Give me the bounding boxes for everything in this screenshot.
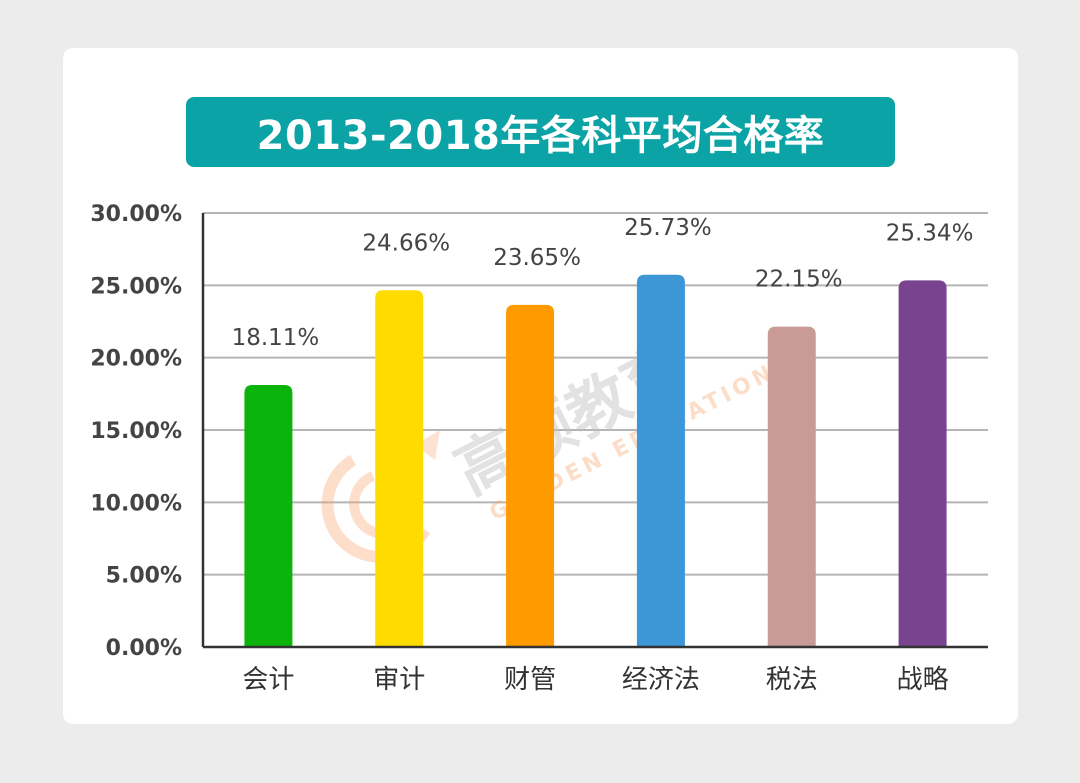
chart-title-banner: 2013-2018年各科平均合格率 xyxy=(186,97,895,167)
data-labels: 18.11% 24.66% 23.65% 25.73% 22.15% 25.34% xyxy=(232,215,974,351)
chart-title: 2013-2018年各科平均合格率 xyxy=(256,113,825,159)
bar-3 xyxy=(506,304,555,647)
gridlines xyxy=(203,212,988,576)
y-tick-label: 25.00% xyxy=(90,274,182,299)
x-category-label: 经济法 xyxy=(622,665,700,695)
y-tick-label: 0.00% xyxy=(106,636,182,661)
bar-2 xyxy=(375,290,424,647)
x-category-label: 会计 xyxy=(242,665,294,695)
x-category-labels: 会计 审计 财管 经济法 税法 战略 xyxy=(242,665,948,695)
data-label: 24.66% xyxy=(362,230,450,256)
x-category-label: 财管 xyxy=(504,665,556,695)
data-label: 25.34% xyxy=(886,220,974,246)
x-category-label: 战略 xyxy=(897,665,949,695)
y-tick-label: 30.00% xyxy=(90,202,182,227)
y-tick-label: 15.00% xyxy=(90,419,182,444)
bar-6 xyxy=(898,280,947,647)
x-category-label: 审计 xyxy=(373,665,425,695)
y-tick-label: 10.00% xyxy=(90,491,182,516)
bar-4 xyxy=(636,274,685,647)
bars xyxy=(244,274,947,647)
bar-1 xyxy=(244,385,293,647)
axes xyxy=(201,213,988,649)
data-label: 23.65% xyxy=(493,245,581,271)
bar-5 xyxy=(767,326,816,647)
y-tick-label: 20.00% xyxy=(90,347,182,372)
x-category-label: 税法 xyxy=(766,665,818,695)
data-label: 22.15% xyxy=(755,267,843,293)
y-tick-label: 5.00% xyxy=(106,564,182,589)
data-label: 18.11% xyxy=(232,325,320,351)
data-label: 25.73% xyxy=(624,215,712,241)
y-tick-labels: 0.00% 5.00% 10.00% 15.00% 20.00% 25.00% 30.00% xyxy=(90,202,182,661)
